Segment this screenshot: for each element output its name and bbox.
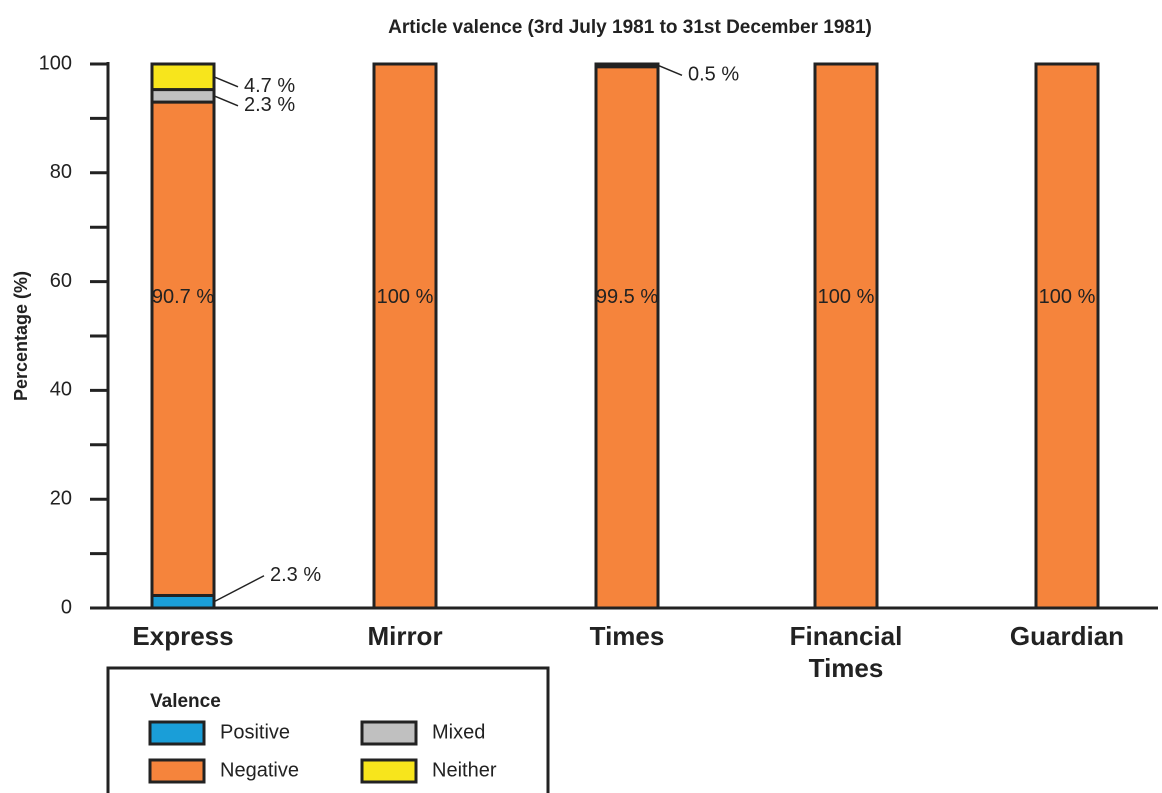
legend-label: Mixed [432, 721, 485, 743]
leader-line [213, 575, 265, 603]
value-label: 100 % [1039, 286, 1096, 308]
legend-title: Valence [150, 691, 221, 712]
leader-line [213, 76, 239, 88]
y-tick-label: 100 [39, 52, 72, 74]
bar-segment [594, 65, 660, 610]
value-label: 0.5 % [688, 64, 739, 86]
bar-segment [1034, 62, 1100, 610]
legend-swatch [148, 720, 206, 746]
x-tick-label: Mirror [367, 621, 443, 651]
chart-title: Article valence (3rd July 1981 to 31st D… [388, 17, 872, 38]
y-tick-label: 20 [50, 487, 72, 509]
x-tick-label: Financial Times [789, 621, 903, 683]
value-label: 99.5 % [596, 286, 658, 308]
legend-swatch [360, 758, 418, 784]
bar-segment [150, 100, 216, 597]
legend-label: Negative [220, 759, 299, 781]
bar-segment [594, 62, 660, 69]
legend-label: Neither [432, 759, 497, 781]
bar-segment [372, 62, 438, 610]
value-label: 90.7 % [152, 286, 214, 308]
y-axis-label: Percentage (%) [11, 271, 31, 401]
value-label: 4.7 % [244, 75, 295, 97]
x-tick-label: Times [589, 621, 665, 651]
y-tick-label: 60 [50, 270, 72, 292]
leader-line [213, 95, 239, 107]
y-tick-label: 0 [61, 596, 72, 618]
legend-label: Positive [220, 721, 290, 743]
legend-swatch [360, 720, 418, 746]
y-tick-label: 40 [50, 379, 72, 401]
bar-segment [813, 62, 879, 610]
legend-swatch [148, 758, 206, 784]
x-tick-label: Guardian [1009, 621, 1125, 651]
y-tick-label: 80 [50, 161, 72, 183]
value-label: 2.3 % [270, 564, 321, 586]
value-label: 2.3 % [244, 94, 295, 116]
bar-segment [150, 593, 216, 610]
x-tick-label: Express [132, 621, 234, 651]
bar-segment [150, 88, 216, 104]
leader-line [657, 64, 683, 77]
value-label: 100 % [377, 286, 434, 308]
value-label: 100 % [818, 286, 875, 308]
bar-segment [150, 62, 216, 92]
